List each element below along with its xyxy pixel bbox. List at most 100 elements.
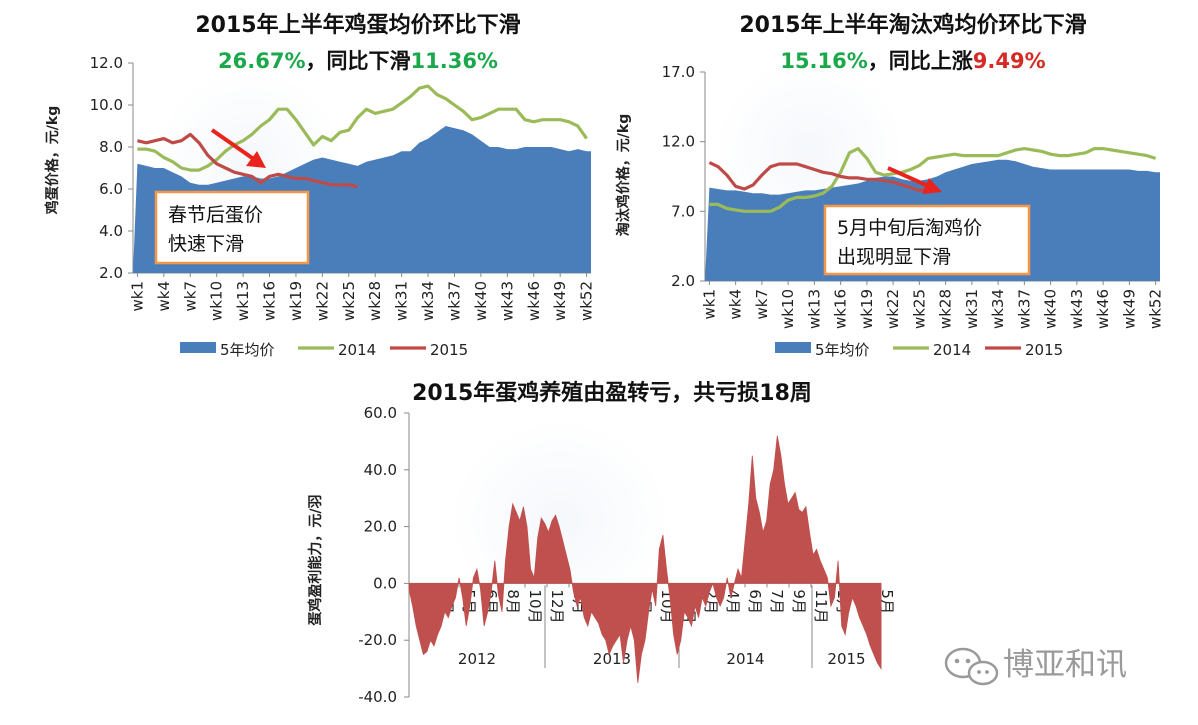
x-tick-label: wk28 — [366, 281, 384, 321]
x-tick-label: wk4 — [155, 281, 173, 312]
x-month-label: 4月 — [724, 589, 742, 614]
year-label: 2014 — [726, 650, 764, 668]
legend-label-2014: 2014 — [933, 341, 971, 359]
wechat-icon — [944, 647, 999, 686]
y-tick-label: 6.0 — [99, 180, 123, 198]
chart2-arrow — [887, 166, 942, 194]
x-tick-label: wk25 — [910, 289, 928, 329]
chart2-annotation-box — [823, 204, 1031, 276]
x-tick-label: wk31 — [393, 281, 411, 321]
x-tick-label: wk40 — [1042, 289, 1060, 329]
y-tick-label: 20.0 — [364, 518, 397, 536]
x-month-label: 6月 — [746, 589, 764, 614]
x-month-label: 9月 — [790, 589, 808, 614]
culled-hen-price-chart: 2015年上半年淘汰鸡均价环比下滑 15.16%，同比上涨9.49% 2.0 7.… — [615, 12, 1165, 359]
x-tick-label: wk7 — [181, 281, 199, 312]
chart1-pct2: 11.36% — [411, 49, 498, 73]
chart2-annotation-line2: 出现明显下滑 — [837, 246, 951, 268]
legend-label-2014: 2014 — [338, 341, 376, 359]
x-tick-label: wk49 — [551, 281, 569, 321]
chart1-subtitle-mid: ，同比下滑 — [306, 49, 411, 73]
x-tick-label: wk40 — [472, 281, 490, 321]
y-tick-label: 2.0 — [99, 264, 123, 282]
arrow-head-icon — [922, 178, 942, 194]
series-line-2014 — [137, 84, 588, 172]
x-tick-label: wk46 — [525, 281, 543, 321]
series-line-2015 — [137, 132, 358, 189]
y-tick-label: 12.0 — [90, 54, 123, 72]
chart1-title: 2015年上半年鸡蛋均价环比下滑 — [195, 12, 520, 38]
x-month-label: 7月 — [768, 589, 786, 614]
series-line-2014 — [709, 147, 1157, 213]
legend-swatch-5yr-avg — [180, 342, 216, 353]
series-line-2015 — [708, 161, 929, 192]
chart1-annotation: 春节后蛋价 快速下滑 — [154, 190, 310, 265]
x-tick-label: wk52 — [1147, 289, 1165, 329]
y-tick-label: 4.0 — [99, 222, 123, 240]
x-tick-label: wk16 — [261, 281, 279, 321]
chart3-plot — [408, 435, 882, 683]
x-tick-label: wk46 — [1094, 289, 1112, 329]
chart1-arrow — [210, 128, 266, 168]
y-tick-label: 12.0 — [662, 133, 695, 151]
chart2-title: 2015年上半年淘汰鸡均价环比下滑 — [739, 12, 1086, 38]
x-month-label: 10月 — [526, 589, 544, 623]
x-tick-label: wk37 — [445, 281, 463, 321]
x-tick-label: wk13 — [234, 281, 252, 321]
x-tick-label: wk1 — [700, 289, 718, 320]
year-label: 2013 — [593, 650, 631, 668]
x-tick-label: wk19 — [287, 281, 305, 321]
legend-label-2015: 2015 — [1025, 341, 1063, 359]
x-tick-label: wk7 — [753, 289, 771, 320]
y-tick-label: 7.0 — [671, 202, 695, 220]
chart2-annotation: 5月中旬后淘鸡价 出现明显下滑 — [823, 204, 1031, 276]
chart1-legend: 5年均价 2014 2015 — [180, 341, 468, 359]
x-tick-label: wk43 — [1068, 289, 1086, 329]
legend-label-5yr-avg: 5年均价 — [815, 341, 870, 359]
chart2-pct1: 15.16% — [780, 49, 867, 73]
legend-label-5yr-avg: 5年均价 — [220, 341, 275, 359]
y-tick-label: 8.0 — [99, 138, 123, 156]
x-tick-label: wk16 — [832, 289, 850, 329]
chart1-annotation-line1: 春节后蛋价 — [168, 204, 263, 226]
chart2-subtitle-mid: ，同比上涨 — [868, 49, 973, 73]
watermark-text: 博亚和讯 — [1003, 647, 1127, 683]
x-tick-label: wk34 — [989, 289, 1007, 329]
y-tick-label: 10.0 — [90, 96, 123, 114]
chart3-title: 2015年蛋鸡养殖由盈转亏，共亏损18周 — [412, 380, 812, 406]
x-tick-label: wk25 — [340, 281, 358, 321]
x-month-label: 8月 — [504, 589, 522, 614]
chart1-annotation-line2: 快速下滑 — [168, 233, 244, 255]
year-label: 2012 — [458, 650, 496, 668]
chart2-pct2: 9.49% — [973, 49, 1046, 73]
y-tick-label: -20.0 — [358, 631, 397, 649]
x-tick-label: wk4 — [727, 289, 745, 320]
x-tick-label: wk34 — [419, 281, 437, 321]
x-tick-label: wk22 — [884, 289, 902, 329]
x-tick-label: wk37 — [1015, 289, 1033, 329]
y-tick-label: 17.0 — [662, 63, 695, 81]
x-tick-label: wk1 — [128, 281, 146, 312]
legend-swatch-5yr-avg — [775, 342, 811, 353]
y-tick-label: 40.0 — [364, 461, 397, 479]
series-area-profit — [408, 435, 882, 683]
wechat-watermark: 博亚和讯 — [944, 647, 1127, 686]
layer-profit-chart: 2015年蛋鸡养殖由盈转亏，共亏损18周 -40.0 -20.0 0.0 20.0 40… — [307, 380, 896, 706]
egg-price-chart: 2015年上半年鸡蛋均价环比下滑 26.67%，同比下滑11.36% 2.0 4.… — [44, 12, 596, 359]
chart1-annotation-box — [154, 190, 310, 265]
y-tick-label: 0.0 — [373, 574, 397, 592]
x-tick-label: wk10 — [208, 281, 226, 321]
x-tick-label: wk43 — [498, 281, 516, 321]
x-tick-label: wk22 — [313, 281, 331, 321]
x-month-label: 12月 — [548, 589, 566, 623]
x-tick-label: wk52 — [578, 281, 596, 321]
chart2-legend: 5年均价 2014 2015 — [775, 341, 1063, 359]
chart1-pct1: 26.67% — [218, 49, 305, 73]
y-tick-label: -40.0 — [358, 688, 397, 706]
x-tick-label: wk28 — [937, 289, 955, 329]
x-month-label: 5月 — [878, 589, 896, 614]
chart2-ylabel: 淘汰鸡价格，元/kg — [615, 114, 632, 236]
arrow-head-icon — [246, 151, 266, 168]
chart1-subtitle: 26.67%，同比下滑11.36% — [218, 49, 498, 73]
